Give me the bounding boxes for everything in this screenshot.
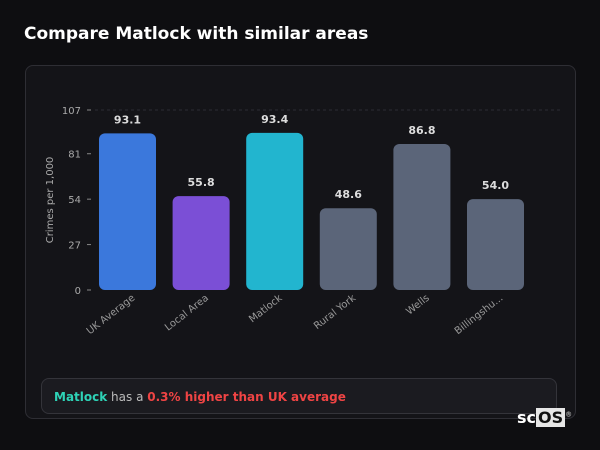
x-tick-label: Local Area <box>163 293 211 334</box>
bar-1 <box>172 196 230 290</box>
data-label: 54.0 <box>482 179 509 192</box>
x-tick-label: Wells <box>404 293 431 318</box>
summary-banner: Matlock has a 0.3% higher than UK averag… <box>41 378 557 414</box>
summary-text: has a <box>107 390 148 404</box>
data-label: 93.4 <box>261 113 288 126</box>
bar-5 <box>467 199 524 290</box>
y-axis-label: Crimes per 1,000 <box>45 157 56 244</box>
data-label: 86.8 <box>408 124 435 137</box>
x-tick-label: Matlock <box>247 293 285 326</box>
x-tick-label: Rural York <box>312 293 358 332</box>
data-label: 48.6 <box>335 188 362 201</box>
data-label: 55.8 <box>188 176 215 189</box>
bar-2 <box>246 132 304 290</box>
y-tick-label: 27 <box>68 241 81 252</box>
summary-place: Matlock <box>54 390 108 404</box>
bar-4 <box>393 143 451 290</box>
data-label: 93.1 <box>114 113 141 126</box>
y-tick-label: 107 <box>62 106 81 117</box>
y-tick-label: 54 <box>68 195 81 206</box>
x-tick-label: UK Average <box>85 293 138 337</box>
x-tick-label: Billingshu... <box>453 293 506 337</box>
scos-logo: sc OS ® <box>517 408 573 427</box>
y-tick-label: 81 <box>68 150 81 161</box>
y-tick-label: 0 <box>75 286 81 297</box>
bar-0 <box>99 133 156 290</box>
page-title: Compare Matlock with similar areas <box>24 24 369 44</box>
summary-highlight: 0.3% higher than UK average <box>147 390 346 404</box>
bar-3 <box>319 208 377 290</box>
